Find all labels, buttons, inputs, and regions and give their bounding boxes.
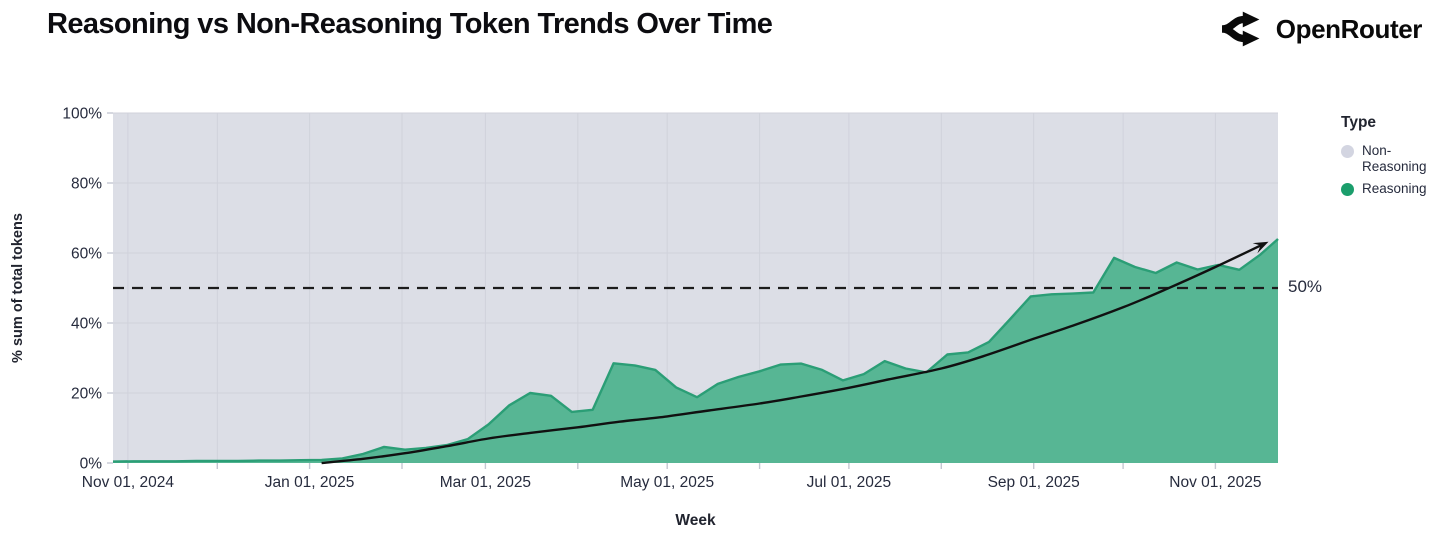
legend-item-reasoning: Reasoning [1341,181,1427,197]
brand-name: OpenRouter [1275,13,1423,44]
y-axis-tick-label: 0% [80,456,103,473]
legend-item-label: Non-Reasoning [1362,143,1427,174]
x-axis-title: Week [675,512,716,529]
y-axis-tick-label: 80% [71,176,102,193]
brand-lockup: OpenRouter [1219,10,1422,48]
x-axis-tick-label: May 01, 2025 [620,474,714,491]
x-axis-tick-label: Jul 01, 2025 [807,474,891,491]
x-axis-tick-label: Mar 01, 2025 [440,474,531,491]
trend-arrowhead-icon [1252,241,1269,254]
y-axis-tick-label: 60% [71,246,102,263]
x-axis-tick-label: Sep 01, 2025 [988,474,1080,491]
y-axis-tick-label: 100% [62,106,102,123]
reference-line-label: 50% [1288,277,1323,296]
reasoning-area-outline [112,238,1279,463]
page-title: Reasoning vs Non-Reasoning Token Trends … [47,8,773,40]
non-reasoning-swatch-icon [1341,145,1354,158]
y-axis-tick-label: 20% [71,386,102,403]
x-axis-tick-label: Nov 01, 2024 [82,474,175,491]
chart-legend: Type Non-Reasoning Reasoning [1341,114,1451,204]
reasoning-area [113,239,1278,463]
x-axis-tick-label: Nov 01, 2025 [1169,474,1261,491]
x-axis-tick-label: Jan 01, 2025 [265,474,355,491]
trend-line [321,243,1264,465]
legend-item-label: Reasoning [1362,181,1427,197]
legend-title: Type [1341,114,1377,131]
y-axis-title: % sum of total tokens [10,213,26,363]
openrouter-logo-icon [1219,10,1263,48]
reasoning-swatch-icon [1341,183,1354,197]
y-axis-tick-label: 40% [71,316,102,333]
legend-item-non-reasoning: Non-Reasoning [1341,143,1427,174]
